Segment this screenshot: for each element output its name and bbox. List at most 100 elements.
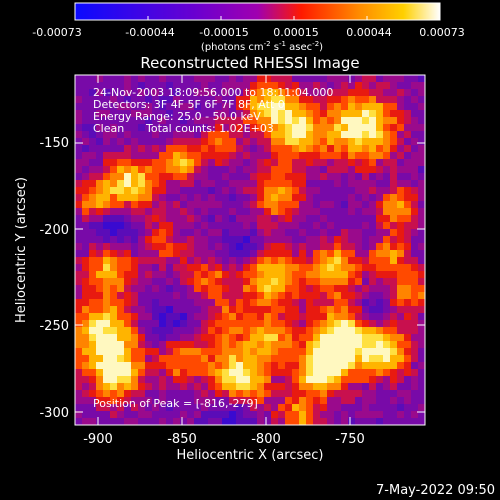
image-pixel: [404, 145, 411, 152]
image-pixel: [264, 278, 271, 285]
image-pixel: [313, 250, 320, 257]
image-pixel: [124, 320, 131, 327]
image-pixel: [355, 194, 362, 201]
image-pixel: [292, 327, 299, 334]
image-pixel: [390, 159, 397, 166]
image-pixel: [369, 173, 376, 180]
image-pixel: [138, 110, 145, 117]
image-pixel: [411, 180, 418, 187]
image-pixel: [362, 145, 369, 152]
image-pixel: [201, 404, 208, 411]
image-pixel: [243, 89, 250, 96]
image-pixel: [257, 411, 264, 418]
image-pixel: [194, 390, 201, 397]
image-pixel: [103, 187, 110, 194]
image-pixel: [404, 124, 411, 131]
image-pixel: [320, 264, 327, 271]
image-pixel: [397, 166, 404, 173]
image-pixel: [236, 348, 243, 355]
image-pixel: [264, 327, 271, 334]
image-pixel: [173, 243, 180, 250]
image-pixel: [271, 152, 278, 159]
image-pixel: [390, 334, 397, 341]
image-pixel: [341, 117, 348, 124]
image-pixel: [362, 327, 369, 334]
image-pixel: [369, 236, 376, 243]
image-pixel: [320, 404, 327, 411]
image-pixel: [257, 208, 264, 215]
image-pixel: [390, 166, 397, 173]
image-pixel: [327, 152, 334, 159]
image-pixel: [194, 96, 201, 103]
image-pixel: [187, 257, 194, 264]
image-pixel: [131, 383, 138, 390]
image-pixel: [103, 180, 110, 187]
image-pixel: [418, 369, 425, 376]
image-pixel: [376, 166, 383, 173]
image-pixel: [271, 341, 278, 348]
image-pixel: [376, 306, 383, 313]
image-pixel: [257, 229, 264, 236]
image-pixel: [229, 320, 236, 327]
image-pixel: [390, 96, 397, 103]
image-pixel: [348, 257, 355, 264]
image-pixel: [320, 236, 327, 243]
image-pixel: [103, 390, 110, 397]
image-pixel: [124, 110, 131, 117]
image-pixel: [201, 292, 208, 299]
image-pixel: [159, 187, 166, 194]
image-pixel: [264, 166, 271, 173]
image-pixel: [194, 334, 201, 341]
image-pixel: [96, 138, 103, 145]
image-pixel: [250, 397, 257, 404]
image-plot: 24-Nov-2003 18:09:56.000 to 18:11:04.000…: [74, 74, 426, 426]
image-pixel: [250, 383, 257, 390]
image-pixel: [313, 383, 320, 390]
image-pixel: [397, 229, 404, 236]
image-pixel: [194, 327, 201, 334]
image-pixel: [201, 348, 208, 355]
image-pixel: [103, 278, 110, 285]
image-pixel: [103, 201, 110, 208]
image-pixel: [75, 96, 82, 103]
image-pixel: [334, 208, 341, 215]
image-pixel: [215, 271, 222, 278]
image-pixel: [271, 187, 278, 194]
image-pixel: [411, 82, 418, 89]
image-pixel: [82, 362, 89, 369]
image-pixel: [285, 334, 292, 341]
image-pixel: [341, 278, 348, 285]
image-pixel: [110, 306, 117, 313]
image-pixel: [208, 383, 215, 390]
image-pixel: [320, 313, 327, 320]
image-pixel: [96, 376, 103, 383]
image-pixel: [96, 355, 103, 362]
image-pixel: [376, 292, 383, 299]
image-pixel: [159, 383, 166, 390]
image-pixel: [215, 285, 222, 292]
image-pixel: [117, 355, 124, 362]
image-pixel: [131, 334, 138, 341]
image-pixel: [390, 222, 397, 229]
image-pixel: [152, 355, 159, 362]
image-pixel: [348, 383, 355, 390]
image-pixel: [362, 194, 369, 201]
image-pixel: [152, 271, 159, 278]
image-pixel: [292, 180, 299, 187]
image-pixel: [250, 257, 257, 264]
image-pixel: [173, 313, 180, 320]
image-pixel: [299, 264, 306, 271]
image-pixel: [404, 404, 411, 411]
image-pixel: [327, 103, 334, 110]
image-pixel: [369, 362, 376, 369]
image-pixel: [320, 418, 327, 425]
image-pixel: [243, 222, 250, 229]
image-pixel: [117, 145, 124, 152]
image-pixel: [376, 215, 383, 222]
image-pixel: [299, 222, 306, 229]
image-pixel: [278, 75, 285, 82]
image-pixel: [390, 103, 397, 110]
image-pixel: [236, 334, 243, 341]
image-pixel: [250, 369, 257, 376]
image-pixel: [299, 159, 306, 166]
